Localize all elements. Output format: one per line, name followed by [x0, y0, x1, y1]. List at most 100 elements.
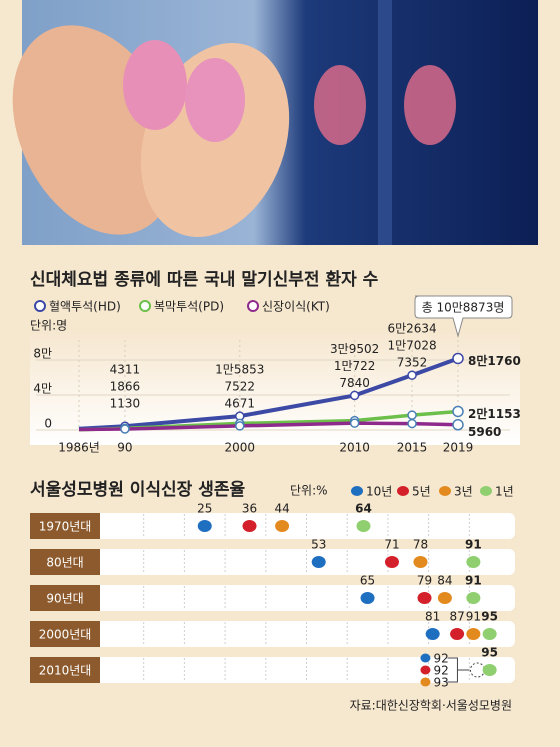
point: [452, 419, 464, 431]
value-label: 8만1760: [468, 353, 521, 368]
series-line: [78, 356, 459, 431]
value-label: 92: [433, 664, 448, 678]
legend-marker: [34, 300, 46, 312]
dot: [482, 664, 497, 676]
value-label: 65: [360, 574, 375, 588]
legend-label: 10년: [366, 485, 392, 499]
value-label: 84: [437, 574, 452, 588]
value-label: 4671: [225, 397, 256, 411]
value-label: 64: [355, 502, 372, 516]
legend-label: 혈액투석(HD): [49, 300, 121, 314]
chart-title: 신대체요법 종류에 따른 국내 말기신부전 환자 수: [30, 269, 379, 290]
value-label: 44: [274, 502, 289, 516]
value-label: 95: [481, 610, 498, 624]
value-label: 79: [417, 574, 432, 588]
row-label-box: [30, 585, 100, 611]
value-label: 6만2634: [387, 322, 436, 336]
value-label: 53: [311, 538, 326, 552]
legend-label: 3년: [454, 485, 473, 499]
x-tick-label: 90: [117, 441, 132, 455]
x-tick-label: 2019: [443, 441, 474, 455]
row-label: 80년대: [46, 556, 83, 570]
row-label: 1970년대: [39, 520, 92, 534]
value-label: 93: [433, 676, 448, 690]
dot: [420, 653, 431, 663]
value-label: 1130: [110, 397, 141, 411]
value-label: 95: [481, 646, 498, 660]
value-label: 78: [413, 538, 428, 552]
dot: [466, 628, 481, 640]
row-label: 2010년대: [39, 664, 92, 678]
value-label: 91: [465, 574, 482, 588]
unit-label: 단위:명: [30, 319, 67, 333]
callout-bracket: [447, 657, 470, 683]
value-label: 36: [242, 502, 257, 516]
dot: [417, 592, 432, 604]
x-tick-label: 2015: [397, 441, 428, 455]
dot: [360, 592, 375, 604]
legend-marker: [247, 300, 259, 312]
source: 자료:대한신장학회·서울성모병원: [350, 699, 512, 713]
legend-label: 복막투석(PD): [154, 300, 224, 314]
value-label: 3만9502: [330, 342, 379, 356]
row-bar: [30, 513, 515, 539]
point: [407, 370, 417, 380]
y-tick-label: 0: [44, 417, 52, 431]
value-label: 71: [384, 538, 399, 552]
value-label: 1만5853: [215, 363, 264, 377]
dot: [450, 628, 465, 640]
dot: [420, 665, 431, 675]
row-bar: [30, 549, 515, 575]
value-label: 1만7028: [387, 339, 436, 353]
point: [349, 390, 360, 401]
value-label: 25: [197, 502, 212, 516]
dot: [482, 628, 497, 640]
x-tick-label: 1986년: [58, 441, 100, 455]
value-label: 7522: [225, 380, 256, 394]
row-label-box: [30, 621, 100, 647]
row-label-box: [30, 549, 100, 575]
dot: [197, 520, 212, 532]
row-bar: [30, 657, 515, 683]
legend-marker: [139, 300, 151, 312]
value-label: 92: [433, 652, 448, 666]
legend-marker: [351, 486, 363, 496]
dot: [356, 520, 371, 532]
row-label: 2000년대: [39, 628, 92, 642]
y-tick-label: 8만: [33, 347, 52, 361]
row-bar: [30, 585, 515, 611]
value-label: 1만722: [334, 359, 376, 373]
dot: [311, 556, 326, 568]
dot: [437, 592, 452, 604]
point: [235, 421, 245, 431]
dot: [466, 556, 481, 568]
row-label: 90년대: [46, 592, 83, 606]
point: [452, 405, 464, 418]
legend-label: 5년: [412, 485, 431, 499]
value-label: 5960: [468, 425, 501, 439]
value-label: 1866: [110, 380, 141, 394]
point: [349, 418, 360, 428]
row-label-box: [30, 657, 100, 683]
legend-marker: [397, 486, 409, 496]
series-line: [78, 421, 459, 432]
legend-marker: [480, 486, 492, 496]
value-label: 91: [466, 610, 481, 624]
legend-marker: [439, 486, 451, 496]
point: [452, 352, 464, 365]
value-label: 81: [425, 610, 440, 624]
row-bar: [30, 621, 515, 647]
annotation: 총 10만8873명: [422, 301, 505, 315]
photo: [12, 0, 538, 245]
value-label: 87: [449, 610, 464, 624]
value-label: 2만1153: [468, 406, 521, 421]
y-tick-label: 4만: [33, 382, 52, 396]
value-label: 91: [465, 538, 482, 552]
row-label-box: [30, 513, 100, 539]
legend-label: 1년: [495, 485, 514, 499]
unit-label: 단위:%: [290, 484, 328, 498]
dot: [466, 592, 481, 604]
legend-label: 신장이식(KT): [262, 300, 330, 314]
dot: [384, 556, 399, 568]
